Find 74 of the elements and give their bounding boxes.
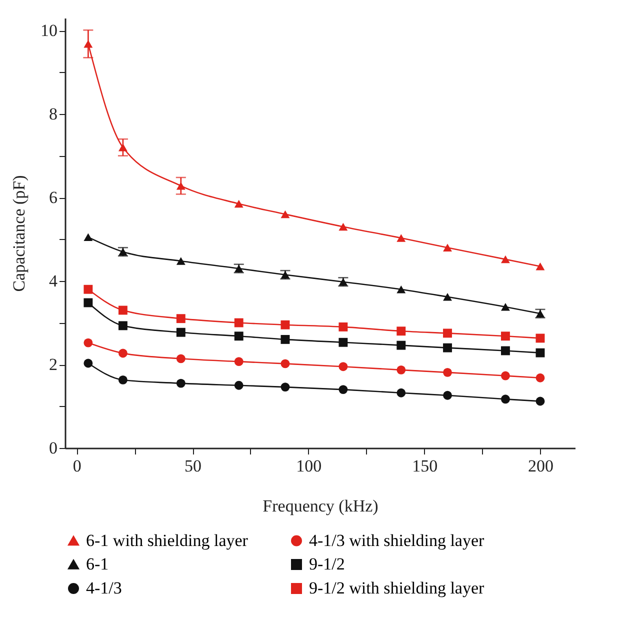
point [84, 338, 93, 348]
x-tick-label: 200 [528, 456, 554, 476]
point [536, 334, 545, 343]
point [176, 354, 186, 364]
y-axis-title: Capacitance (pF) [10, 175, 28, 292]
point [234, 200, 244, 208]
point [118, 144, 128, 152]
point [500, 332, 510, 341]
point [536, 262, 545, 270]
point [396, 365, 406, 374]
y-tick-label: 4 [49, 272, 58, 291]
point [176, 378, 186, 388]
point [396, 388, 406, 398]
point [338, 362, 348, 372]
x-tick-label: 50 [184, 456, 202, 476]
legend-label: 6-1 with shielding layer [86, 530, 248, 550]
x-tick-label: 150 [412, 456, 438, 476]
point [396, 285, 406, 294]
point [536, 373, 545, 382]
point [280, 382, 290, 392]
point [176, 314, 186, 324]
x-tick-label: 0 [72, 456, 82, 476]
point [234, 318, 244, 328]
point [443, 368, 452, 377]
point [338, 322, 348, 332]
point [176, 328, 186, 337]
point [338, 338, 348, 347]
point [500, 346, 510, 356]
point [443, 244, 452, 252]
point [118, 321, 128, 330]
point [500, 255, 510, 264]
point [338, 222, 348, 231]
point [443, 343, 452, 352]
legend-label: 6-1 [86, 554, 109, 574]
point [500, 394, 510, 404]
point [84, 358, 93, 368]
point [118, 375, 128, 384]
point [176, 257, 186, 265]
point [84, 233, 93, 242]
point [396, 326, 406, 336]
point [443, 328, 452, 338]
y-tick-label: 2 [49, 355, 58, 374]
point [118, 306, 128, 315]
point [84, 284, 93, 294]
point [280, 210, 290, 218]
point [443, 390, 452, 400]
point [84, 298, 93, 308]
point [396, 340, 406, 350]
legend-label: 4-1/3 [86, 578, 122, 598]
point [338, 385, 348, 394]
point [176, 182, 186, 190]
point [500, 371, 510, 380]
point [536, 396, 545, 406]
point [280, 320, 290, 330]
point [234, 357, 244, 366]
point [234, 380, 244, 390]
y-tick-label: 10 [40, 21, 58, 40]
point [234, 332, 244, 341]
point [280, 359, 290, 368]
legend-label: 9-1/2 with shielding layer [309, 578, 484, 598]
legend-label: 9-1/2 [309, 554, 345, 574]
x-axis-title: Frequency (kHz) [262, 496, 378, 516]
point [280, 334, 290, 344]
point [118, 348, 128, 358]
point [536, 348, 545, 358]
point [84, 40, 93, 48]
point [396, 234, 406, 242]
x-tick-label: 100 [296, 456, 322, 476]
point [443, 293, 452, 301]
legend-label: 4-1/3 with shielding layer [309, 530, 484, 550]
y-tick-label: 0 [49, 438, 58, 458]
point [500, 303, 510, 311]
y-tick-label: 6 [49, 188, 58, 208]
y-tick-label: 8 [49, 104, 58, 124]
